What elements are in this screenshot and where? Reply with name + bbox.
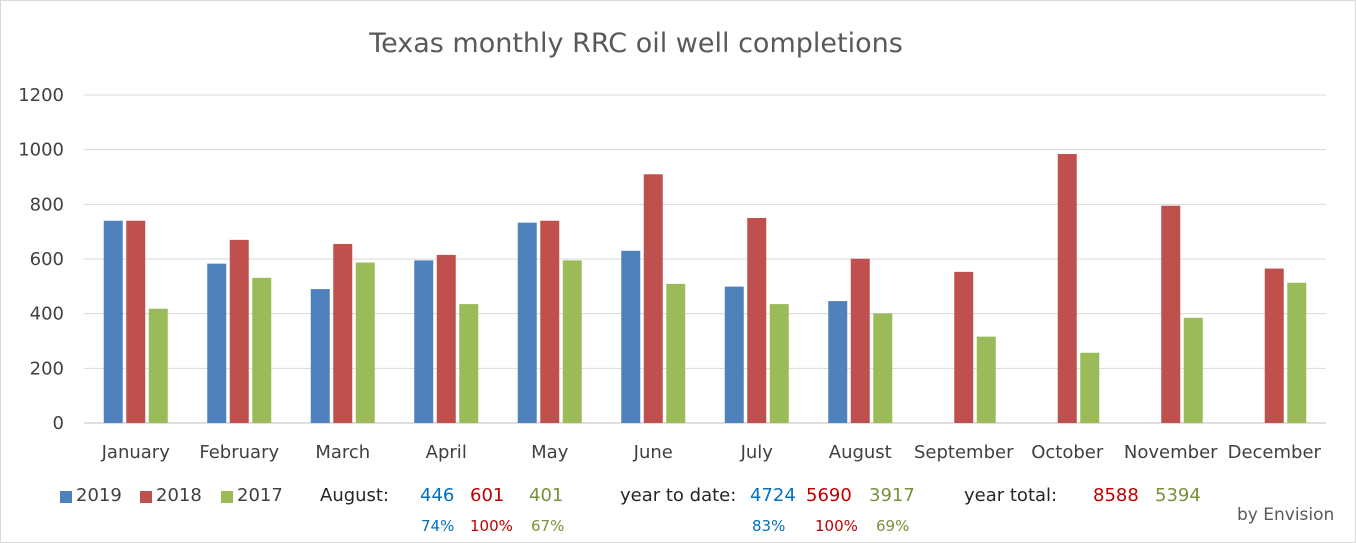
bar-2017-december xyxy=(1287,282,1307,423)
y-tick-label: 0 xyxy=(53,413,64,434)
y-tick-label: 1200 xyxy=(18,85,64,106)
ytd-pct-2017: 69% xyxy=(876,517,910,535)
y-tick-label: 400 xyxy=(30,304,64,325)
y-tick-label: 1000 xyxy=(18,140,64,161)
x-tick-label: August xyxy=(829,442,892,463)
year-total-label: year total: xyxy=(964,485,1058,506)
legend-label-2019: 2019 xyxy=(76,485,122,506)
bar-2018-january xyxy=(126,220,146,423)
bar-2018-september xyxy=(954,271,974,423)
bar-2017-march xyxy=(355,262,375,423)
bar-2017-july xyxy=(769,304,789,423)
ytd-label: year to date: xyxy=(620,485,737,506)
august-value-2018: 601 xyxy=(470,485,505,506)
bar-2019-april xyxy=(414,260,434,423)
x-tick-label: December xyxy=(1228,442,1322,463)
y-axis-ticks: 0 200 400 600 800 1000 1200 xyxy=(18,85,64,434)
legend-swatch-2017 xyxy=(221,491,233,503)
august-pct-2018: 100% xyxy=(470,517,513,535)
bar-2017-august xyxy=(873,313,893,423)
bar-2017-june xyxy=(666,283,686,423)
august-label: August: xyxy=(320,485,390,506)
bar-2018-july xyxy=(747,218,767,423)
x-tick-label: June xyxy=(633,442,673,463)
bar-2017-november xyxy=(1183,317,1203,423)
y-tick-label: 600 xyxy=(30,249,64,270)
bars xyxy=(103,154,1307,424)
year-total-2017: 5394 xyxy=(1155,485,1201,506)
x-tick-label: March xyxy=(315,442,370,463)
x-tick-label: September xyxy=(914,442,1014,463)
bar-2017-october xyxy=(1080,352,1100,423)
bar-2017-february xyxy=(252,277,272,423)
bar-2019-july xyxy=(724,286,744,423)
x-tick-label: May xyxy=(531,442,569,463)
gridlines xyxy=(84,94,1326,424)
legend-swatch-2018 xyxy=(140,491,152,503)
y-tick-label: 200 xyxy=(30,358,64,379)
bar-2018-february xyxy=(229,239,249,423)
legend-label-2018: 2018 xyxy=(156,485,202,506)
bar-2018-december xyxy=(1264,268,1284,423)
x-tick-label: November xyxy=(1124,442,1218,463)
bar-2019-june xyxy=(621,250,641,423)
bar-2018-march xyxy=(333,243,353,423)
august-pct-2019: 74% xyxy=(421,517,455,535)
bar-2019-january xyxy=(103,220,123,423)
bar-2017-january xyxy=(148,308,168,423)
x-axis-categories: January February March April May June July Augu… xyxy=(101,442,1322,463)
bar-2018-april xyxy=(436,254,456,423)
ytd-value-2019: 4724 xyxy=(750,485,796,506)
bar-2019-may xyxy=(517,222,537,423)
x-tick-label: April xyxy=(426,442,467,463)
bar-2018-june xyxy=(643,174,663,423)
ytd-value-2017: 3917 xyxy=(869,485,915,506)
chart-title: Texas monthly RRC oil well completions xyxy=(368,28,903,59)
bar-2019-august xyxy=(828,301,848,423)
legend-label-2017: 2017 xyxy=(237,485,283,506)
x-tick-label: July xyxy=(740,442,774,463)
credit-text: by Envision xyxy=(1237,505,1335,525)
x-tick-label: January xyxy=(101,442,171,463)
x-tick-label: February xyxy=(199,442,279,463)
ytd-pct-2018: 100% xyxy=(815,517,858,535)
bar-2017-may xyxy=(562,260,582,423)
august-value-2019: 446 xyxy=(420,485,455,506)
bar-2018-august xyxy=(850,258,870,423)
bar-2019-march xyxy=(310,289,330,423)
ytd-value-2018: 5690 xyxy=(806,485,852,506)
bar-2018-november xyxy=(1161,205,1181,423)
ytd-pct-2019: 83% xyxy=(752,517,786,535)
year-total-2018: 8588 xyxy=(1093,485,1139,506)
bar-2018-october xyxy=(1057,154,1077,424)
legend-swatch-2019 xyxy=(60,491,72,503)
x-tick-label: October xyxy=(1031,442,1104,463)
bar-2017-september xyxy=(976,336,996,423)
august-value-2017: 401 xyxy=(529,485,564,506)
bar-2017-april xyxy=(459,304,479,423)
bar-2018-may xyxy=(540,220,560,423)
august-pct-2017: 67% xyxy=(531,517,565,535)
y-tick-label: 800 xyxy=(30,194,64,215)
bar-2019-february xyxy=(207,263,227,423)
